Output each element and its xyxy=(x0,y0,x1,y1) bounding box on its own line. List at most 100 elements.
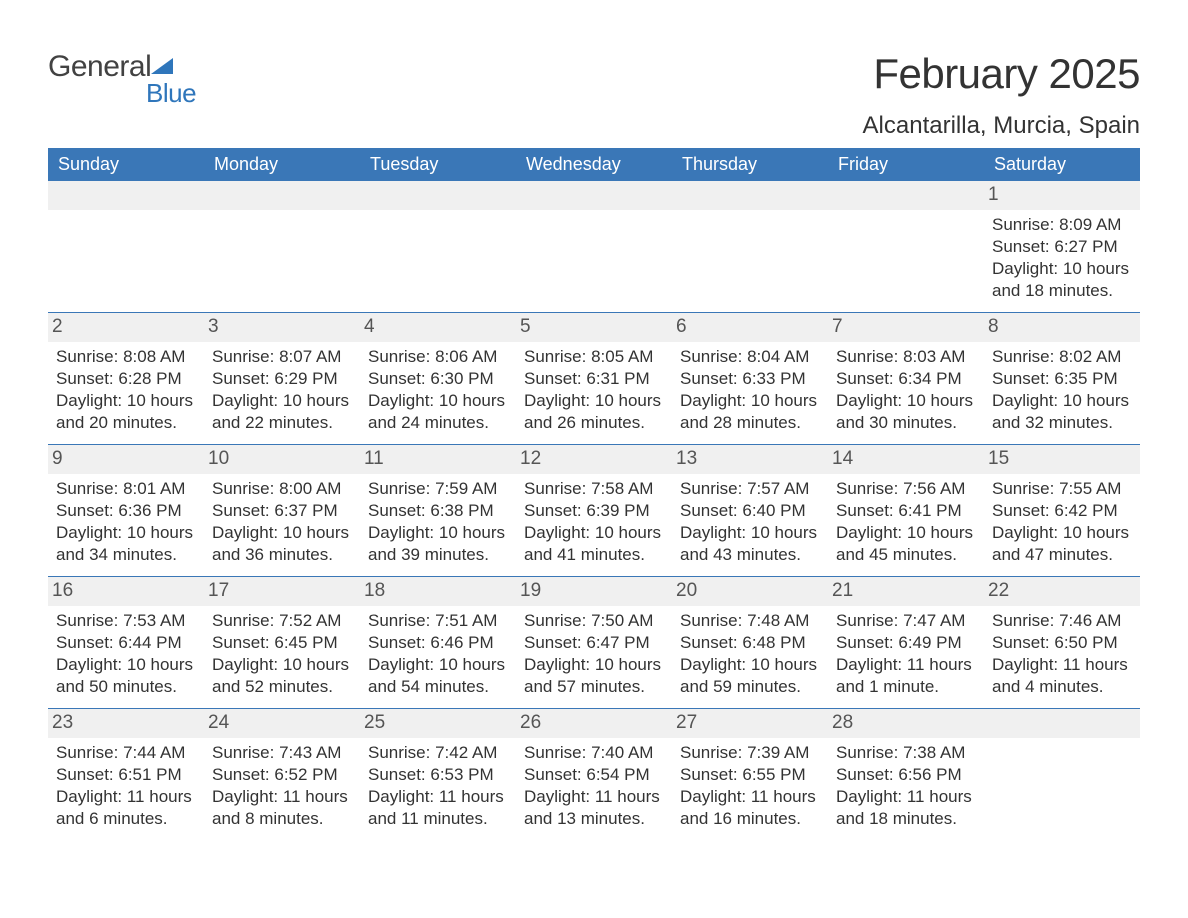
day-number: 11 xyxy=(360,445,516,474)
sunset-line: Sunset: 6:42 PM xyxy=(992,500,1132,522)
daylight-line: Daylight: 11 hours and 11 minutes. xyxy=(368,786,508,830)
week-row: 2 Sunrise: 8:08 AMSunset: 6:28 PM Daylight… xyxy=(48,312,1140,444)
week-row: 16Sunrise: 7:53 AMSunset: 6:44 PMDayligh… xyxy=(48,576,1140,708)
day-cell: 19 Sunrise: 7:50 AMSunset: 6:47 PMDayligh… xyxy=(516,577,672,708)
sunset-line: Sunset: 6:51 PM xyxy=(56,764,196,786)
day-number: 27 xyxy=(672,709,828,738)
day-number: 9 xyxy=(48,445,204,474)
week-row: 1Sunrise: 8:09 AMSunset: 6:27 PMDaylight… xyxy=(48,181,1140,312)
sunrise-line: Sunrise: 7:57 AM xyxy=(680,478,820,500)
day-number xyxy=(672,181,828,210)
day-cell: 10Sunrise: 8:00 AMSunset: 6:37 PMDayligh… xyxy=(204,445,360,576)
sunset-line: Sunset: 6:30 PM xyxy=(368,368,508,390)
sunset-line: Sunset: 6:37 PM xyxy=(212,500,352,522)
sunset-line: Sunset: 6:48 PM xyxy=(680,632,820,654)
day-cell: 4Sunrise: 8:06 AMSunset: 6:30 PMDaylight… xyxy=(360,313,516,444)
sunrise-line: Sunrise: 7:55 AM xyxy=(992,478,1132,500)
weekday-cell: Wednesday xyxy=(516,148,672,181)
sunrise-line: Sunrise: 8:05 AM xyxy=(524,346,664,368)
day-number: 10 xyxy=(204,445,360,474)
day-cell: 25Sunrise: 7:42 AMSunset: 6:53 PMDayligh… xyxy=(360,709,516,840)
day-number: 28 xyxy=(828,709,984,738)
daylight-line: Daylight: 10 hours and 57 minutes. xyxy=(524,654,664,698)
sunset-line: Sunset: 6:46 PM xyxy=(368,632,508,654)
sunrise-line: Sunrise: 8:01 AM xyxy=(56,478,196,500)
daylight-line: Daylight: 10 hours and 54 minutes. xyxy=(368,654,508,698)
title-block: February 2025 Alcantarilla, Murcia, Spai… xyxy=(863,50,1140,140)
sunset-line: Sunset: 6:34 PM xyxy=(836,368,976,390)
day-cell: 24Sunrise: 7:43 AMSunset: 6:52 PMDayligh… xyxy=(204,709,360,840)
header: General Blue February 2025 Alcantarilla,… xyxy=(48,50,1140,140)
sunrise-line: Sunrise: 7:42 AM xyxy=(368,742,508,764)
day-number: 24 xyxy=(204,709,360,738)
weekday-header-row: SundayMondayTuesdayWednesdayThursdayFrid… xyxy=(48,148,1140,181)
sunset-line: Sunset: 6:44 PM xyxy=(56,632,196,654)
day-number: 1 xyxy=(984,181,1140,210)
day-number: 16 xyxy=(48,577,204,606)
logo-main-text: General xyxy=(48,50,151,84)
day-cell: 20Sunrise: 7:48 AMSunset: 6:48 PMDayligh… xyxy=(672,577,828,708)
day-cell xyxy=(516,181,672,312)
daylight-line: Daylight: 10 hours and 32 minutes. xyxy=(992,390,1132,434)
week-row: 23Sunrise: 7:44 AMSunset: 6:51 PMDayligh… xyxy=(48,708,1140,840)
day-number xyxy=(360,181,516,210)
day-cell xyxy=(48,181,204,312)
day-cell: 26Sunrise: 7:40 AMSunset: 6:54 PMDayligh… xyxy=(516,709,672,840)
daylight-line: Daylight: 10 hours and 28 minutes. xyxy=(680,390,820,434)
day-cell: 13Sunrise: 7:57 AMSunset: 6:40 PMDayligh… xyxy=(672,445,828,576)
sunrise-line: Sunrise: 8:08 AM xyxy=(56,346,196,368)
day-number: 23 xyxy=(48,709,204,738)
day-cell: 27Sunrise: 7:39 AMSunset: 6:55 PMDayligh… xyxy=(672,709,828,840)
day-number: 8 xyxy=(984,313,1140,342)
logo-triangle-icon xyxy=(151,58,173,74)
day-cell: 6Sunrise: 8:04 AMSunset: 6:33 PMDaylight… xyxy=(672,313,828,444)
daylight-line: Daylight: 11 hours and 4 minutes. xyxy=(992,654,1132,698)
sunset-line: Sunset: 6:49 PM xyxy=(836,632,976,654)
day-cell: 12Sunrise: 7:58 AMSunset: 6:39 PMDayligh… xyxy=(516,445,672,576)
sunset-line: Sunset: 6:36 PM xyxy=(56,500,196,522)
day-cell: 1Sunrise: 8:09 AMSunset: 6:27 PMDaylight… xyxy=(984,181,1140,312)
daylight-line: Daylight: 11 hours and 8 minutes. xyxy=(212,786,352,830)
day-number xyxy=(984,709,1140,738)
daylight-line: Daylight: 10 hours and 59 minutes. xyxy=(680,654,820,698)
sunset-line: Sunset: 6:35 PM xyxy=(992,368,1132,390)
sunrise-line: Sunrise: 7:59 AM xyxy=(368,478,508,500)
daylight-line: Daylight: 10 hours and 30 minutes. xyxy=(836,390,976,434)
day-number: 7 xyxy=(828,313,984,342)
day-cell: 16Sunrise: 7:53 AMSunset: 6:44 PMDayligh… xyxy=(48,577,204,708)
day-number: 26 xyxy=(516,709,672,738)
daylight-line: Daylight: 10 hours and 52 minutes. xyxy=(212,654,352,698)
sunrise-line: Sunrise: 8:00 AM xyxy=(212,478,352,500)
day-number: 17 xyxy=(204,577,360,606)
sunrise-line: Sunrise: 7:50 AM xyxy=(524,610,664,632)
sunset-line: Sunset: 6:50 PM xyxy=(992,632,1132,654)
day-cell xyxy=(984,709,1140,840)
sunset-line: Sunset: 6:53 PM xyxy=(368,764,508,786)
day-number: 2 xyxy=(48,313,204,342)
day-cell xyxy=(360,181,516,312)
daylight-line: Daylight: 10 hours and 18 minutes. xyxy=(992,258,1132,302)
day-cell: 22Sunrise: 7:46 AMSunset: 6:50 PMDayligh… xyxy=(984,577,1140,708)
day-number: 13 xyxy=(672,445,828,474)
weekday-cell: Sunday xyxy=(48,148,204,181)
sunrise-line: Sunrise: 7:47 AM xyxy=(836,610,976,632)
day-cell: 7Sunrise: 8:03 AMSunset: 6:34 PMDaylight… xyxy=(828,313,984,444)
day-cell xyxy=(672,181,828,312)
sunset-line: Sunset: 6:28 PM xyxy=(56,368,196,390)
day-cell: 17Sunrise: 7:52 AMSunset: 6:45 PMDayligh… xyxy=(204,577,360,708)
day-cell: 21Sunrise: 7:47 AMSunset: 6:49 PMDayligh… xyxy=(828,577,984,708)
sunset-line: Sunset: 6:47 PM xyxy=(524,632,664,654)
day-number: 12 xyxy=(516,445,672,474)
sunrise-line: Sunrise: 7:46 AM xyxy=(992,610,1132,632)
daylight-line: Daylight: 10 hours and 22 minutes. xyxy=(212,390,352,434)
weekday-cell: Thursday xyxy=(672,148,828,181)
sunrise-line: Sunrise: 7:39 AM xyxy=(680,742,820,764)
month-title: February 2025 xyxy=(863,50,1140,98)
daylight-line: Daylight: 10 hours and 34 minutes. xyxy=(56,522,196,566)
day-number: 19 xyxy=(516,577,672,606)
sunrise-line: Sunrise: 7:38 AM xyxy=(836,742,976,764)
sunrise-line: Sunrise: 8:04 AM xyxy=(680,346,820,368)
sunset-line: Sunset: 6:31 PM xyxy=(524,368,664,390)
calendar-body: 1Sunrise: 8:09 AMSunset: 6:27 PMDaylight… xyxy=(48,181,1140,840)
daylight-line: Daylight: 10 hours and 26 minutes. xyxy=(524,390,664,434)
